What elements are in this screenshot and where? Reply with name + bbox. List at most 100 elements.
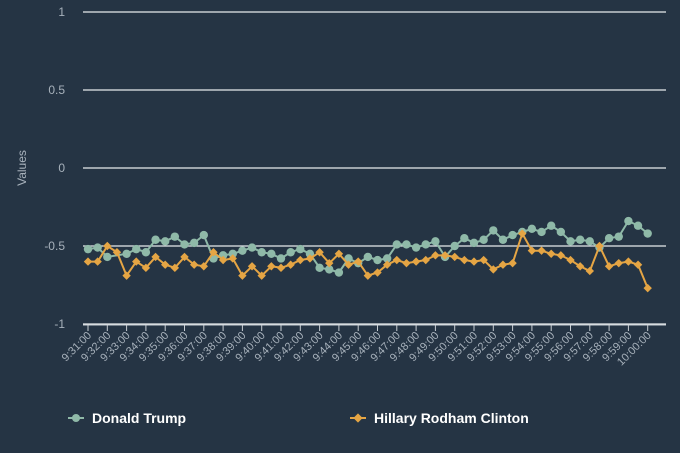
data-point[interactable] bbox=[537, 246, 546, 255]
data-point[interactable] bbox=[228, 249, 237, 258]
data-point[interactable] bbox=[247, 262, 257, 271]
data-point[interactable] bbox=[373, 268, 382, 277]
data-point[interactable] bbox=[489, 265, 498, 274]
data-point[interactable] bbox=[267, 249, 276, 258]
data-point[interactable] bbox=[614, 232, 623, 241]
data-point[interactable] bbox=[547, 249, 556, 258]
data-point[interactable] bbox=[469, 238, 479, 248]
data-point[interactable] bbox=[537, 227, 546, 237]
data-point[interactable] bbox=[556, 251, 566, 260]
data-point[interactable] bbox=[276, 263, 286, 273]
legend-marker[interactable] bbox=[353, 413, 363, 423]
data-point[interactable] bbox=[141, 263, 151, 273]
data-point[interactable] bbox=[257, 271, 266, 280]
data-point[interactable] bbox=[431, 251, 440, 260]
data-point[interactable] bbox=[411, 243, 421, 252]
data-point[interactable] bbox=[431, 237, 440, 246]
data-point[interactable] bbox=[344, 260, 353, 269]
data-point[interactable] bbox=[286, 248, 295, 257]
data-point[interactable] bbox=[325, 265, 334, 274]
data-point[interactable] bbox=[527, 224, 537, 234]
data-point[interactable] bbox=[247, 243, 257, 252]
data-point[interactable] bbox=[334, 249, 344, 258]
data-point[interactable] bbox=[199, 230, 208, 240]
data-point[interactable] bbox=[189, 260, 199, 269]
data-point[interactable] bbox=[228, 254, 237, 263]
data-point[interactable] bbox=[238, 271, 247, 280]
data-point[interactable] bbox=[566, 255, 575, 265]
data-point[interactable] bbox=[643, 229, 652, 238]
data-point[interactable] bbox=[382, 260, 392, 269]
data-point[interactable] bbox=[498, 260, 508, 269]
data-point[interactable] bbox=[180, 252, 189, 262]
data-point[interactable] bbox=[189, 238, 199, 248]
data-point[interactable] bbox=[633, 260, 643, 269]
data-point[interactable] bbox=[489, 226, 498, 235]
legend-item-donald-trump[interactable]: Donald Trump bbox=[68, 410, 186, 426]
data-point[interactable] bbox=[315, 263, 324, 273]
data-point[interactable] bbox=[373, 255, 382, 265]
data-point[interactable] bbox=[103, 241, 112, 251]
data-point[interactable] bbox=[450, 252, 459, 262]
data-point[interactable] bbox=[296, 255, 305, 265]
data-point[interactable] bbox=[556, 227, 566, 237]
data-point[interactable] bbox=[411, 257, 421, 266]
data-point[interactable] bbox=[633, 221, 643, 230]
data-point[interactable] bbox=[93, 243, 102, 252]
data-point[interactable] bbox=[604, 234, 614, 243]
data-point[interactable] bbox=[479, 235, 488, 244]
data-point[interactable] bbox=[527, 246, 537, 255]
data-point[interactable] bbox=[209, 248, 218, 257]
data-point[interactable] bbox=[170, 263, 180, 273]
data-point[interactable] bbox=[296, 244, 305, 254]
data-point[interactable] bbox=[363, 271, 373, 280]
data-point[interactable] bbox=[180, 240, 189, 249]
data-point[interactable] bbox=[238, 246, 247, 255]
data-point[interactable] bbox=[508, 230, 517, 240]
data-point[interactable] bbox=[83, 257, 93, 266]
data-point[interactable] bbox=[575, 235, 585, 244]
data-point[interactable] bbox=[218, 255, 228, 265]
data-point[interactable] bbox=[392, 255, 401, 265]
data-point[interactable] bbox=[614, 258, 623, 268]
data-point[interactable] bbox=[585, 237, 594, 246]
data-point[interactable] bbox=[315, 248, 324, 257]
data-point[interactable] bbox=[566, 237, 575, 246]
data-point[interactable] bbox=[141, 248, 151, 257]
data-point[interactable] bbox=[604, 262, 614, 271]
data-point[interactable] bbox=[83, 244, 93, 254]
data-point[interactable] bbox=[460, 234, 469, 243]
data-point[interactable] bbox=[334, 268, 344, 277]
data-point[interactable] bbox=[624, 216, 633, 226]
data-point[interactable] bbox=[624, 257, 633, 266]
data-point[interactable] bbox=[132, 257, 141, 266]
data-point[interactable] bbox=[460, 255, 469, 265]
data-point[interactable] bbox=[257, 248, 266, 257]
data-point[interactable] bbox=[498, 235, 508, 244]
data-point[interactable] bbox=[354, 257, 363, 266]
data-point[interactable] bbox=[392, 240, 401, 249]
data-point[interactable] bbox=[547, 221, 556, 230]
data-point[interactable] bbox=[286, 260, 295, 269]
data-point[interactable] bbox=[469, 257, 479, 266]
data-point[interactable] bbox=[595, 241, 604, 251]
data-point[interactable] bbox=[112, 248, 122, 257]
data-point[interactable] bbox=[305, 254, 315, 263]
data-point[interactable] bbox=[382, 254, 392, 263]
data-point[interactable] bbox=[93, 257, 102, 266]
data-point[interactable] bbox=[122, 271, 131, 280]
data-point[interactable] bbox=[267, 262, 276, 271]
legend-item-hillary-clinton[interactable]: Hillary Rodham Clinton bbox=[350, 410, 529, 426]
series-line[interactable] bbox=[87, 220, 649, 274]
data-point[interactable] bbox=[305, 249, 315, 258]
data-point[interactable] bbox=[421, 240, 430, 249]
data-point[interactable] bbox=[508, 258, 517, 268]
data-point[interactable] bbox=[151, 252, 160, 262]
data-point[interactable] bbox=[363, 252, 373, 262]
data-point[interactable] bbox=[170, 232, 180, 241]
data-point[interactable] bbox=[161, 237, 170, 246]
data-point[interactable] bbox=[344, 254, 353, 263]
data-point[interactable] bbox=[643, 283, 652, 293]
data-point[interactable] bbox=[199, 262, 208, 271]
data-point[interactable] bbox=[440, 251, 450, 260]
